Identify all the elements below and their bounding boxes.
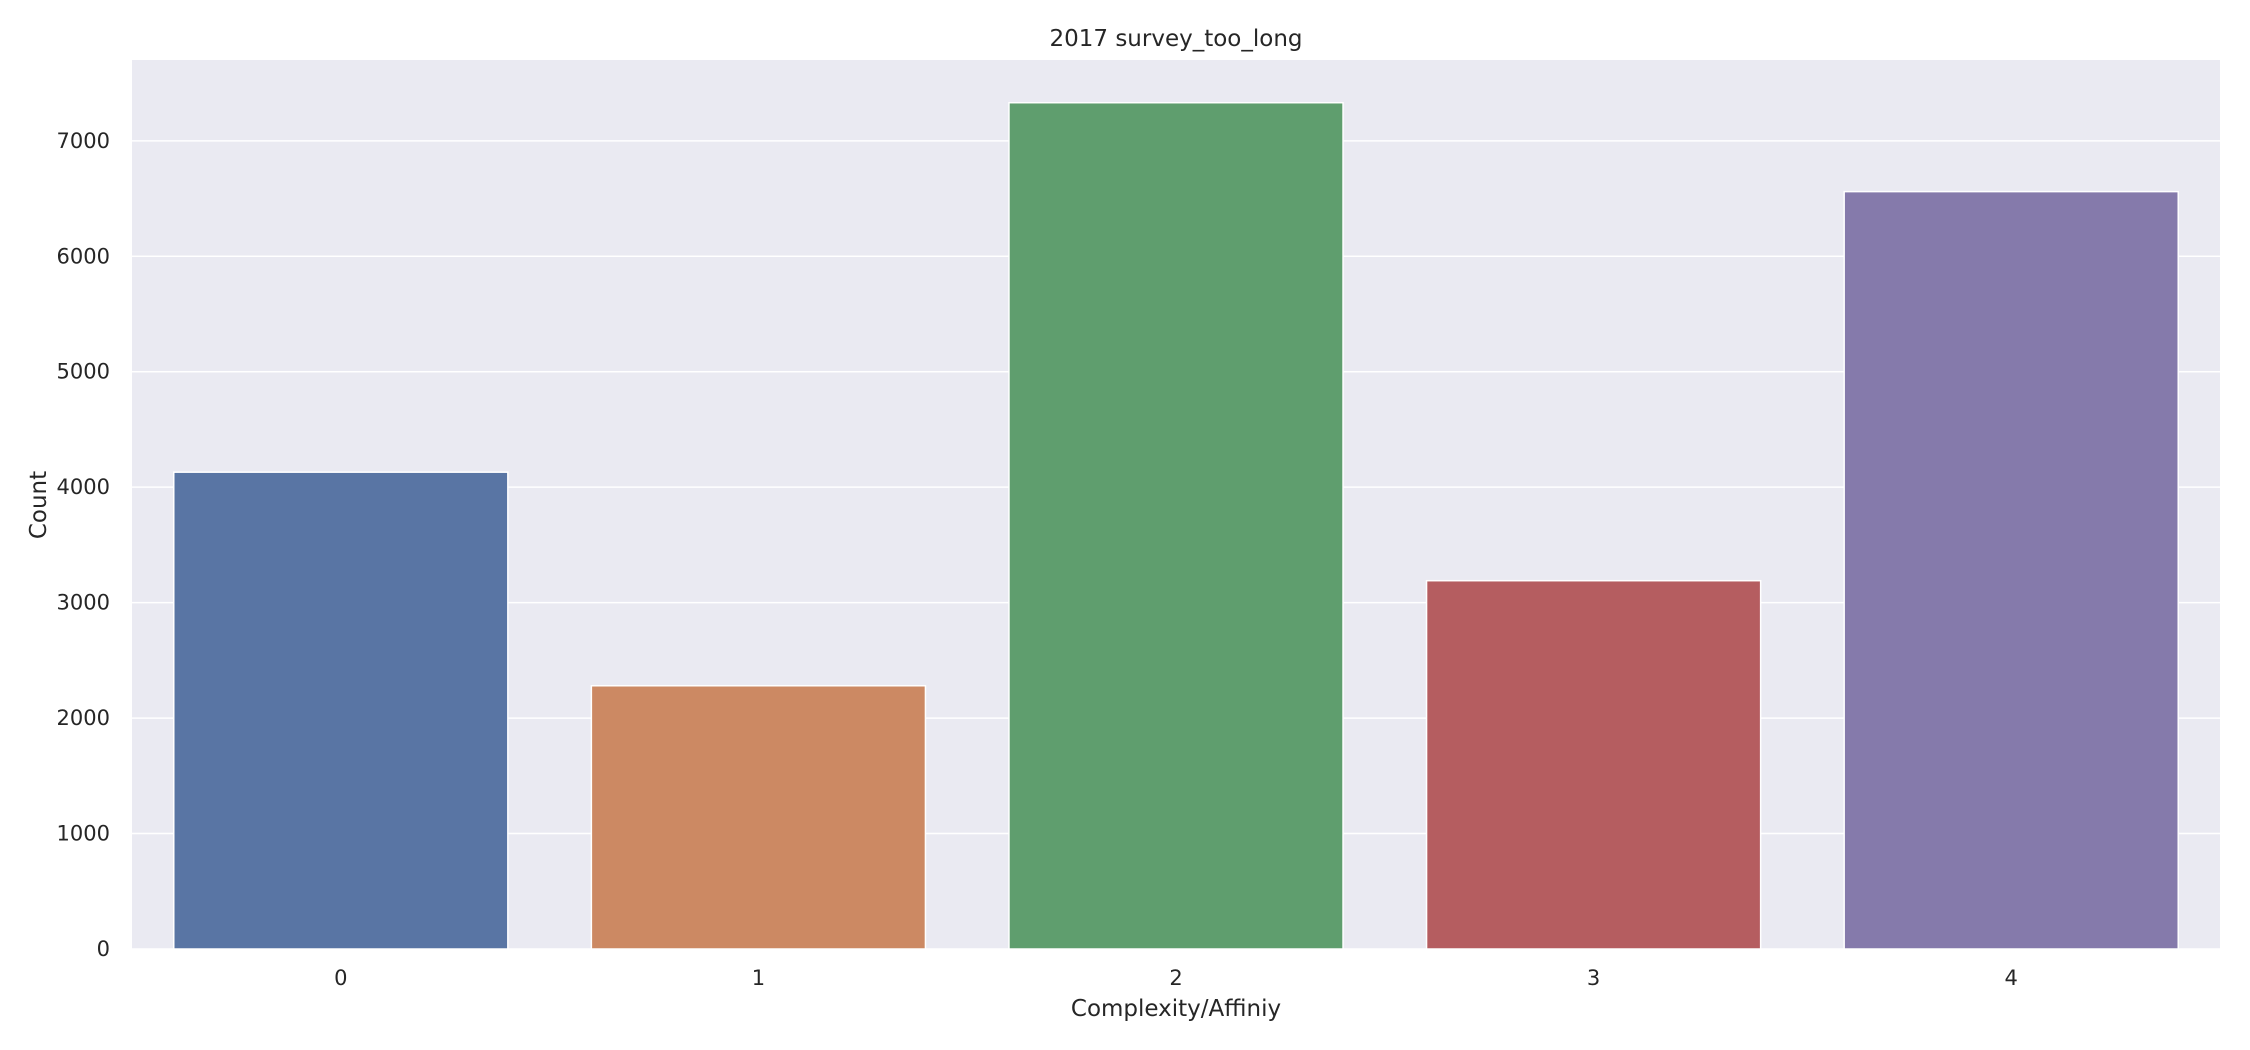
bar-2 [1008,101,1344,950]
bars [173,101,2179,950]
bar-3 [1425,579,1762,950]
x-tick-label: 0 [334,966,347,990]
y-tick-label: 5000 [57,360,110,384]
x-axis-ticks: 0 1 2 3 4 [334,966,2018,990]
y-axis-ticks: 0 1000 2000 3000 4000 5000 6000 7000 [57,129,110,961]
y-tick-label: 6000 [57,244,110,268]
chart-title: 2017 survey_too_long [1049,26,1302,52]
x-tick-label: 3 [1587,966,1600,990]
bar-1 [590,685,927,950]
x-tick-label: 1 [752,966,765,990]
y-tick-label: 3000 [57,591,110,615]
y-tick-label: 0 [97,937,110,961]
bar-0 [173,471,509,950]
y-tick-label: 4000 [57,475,110,499]
y-tick-label: 2000 [57,706,110,730]
y-tick-label: 1000 [57,822,110,846]
x-axis-label: Complexity/Affiniy [1071,996,1281,1022]
x-tick-label: 4 [2005,966,2018,990]
y-axis-label: Count [26,471,52,539]
bar-4 [1843,190,2179,950]
x-tick-label: 2 [1169,966,1182,990]
y-tick-label: 7000 [57,129,110,153]
